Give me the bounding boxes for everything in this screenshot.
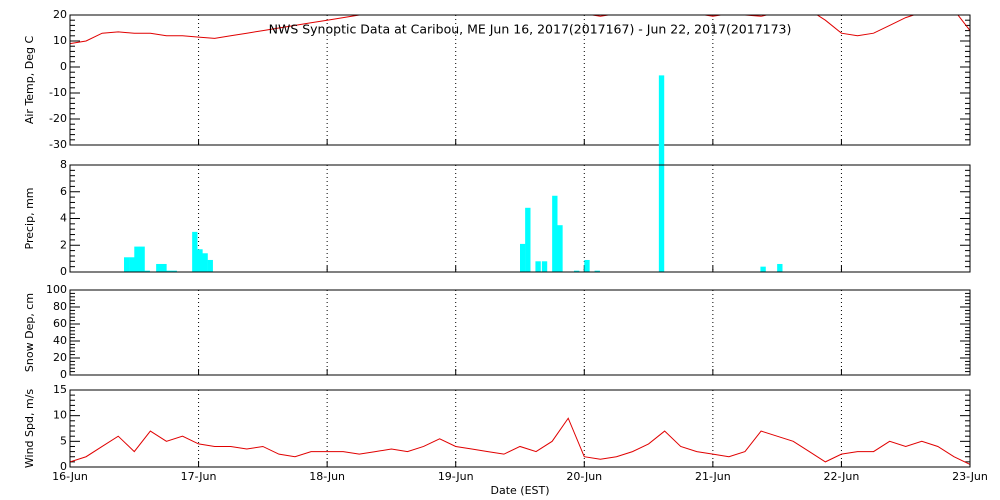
y-tick-label: 8 bbox=[60, 158, 67, 171]
bar bbox=[171, 270, 177, 272]
x-tick-label: 21-Jun bbox=[695, 470, 731, 483]
x-tick-label: 19-Jun bbox=[438, 470, 474, 483]
bar bbox=[584, 259, 590, 272]
bar bbox=[202, 253, 208, 272]
y-axis-label: Air Temp, Deg C bbox=[23, 36, 36, 125]
y-tick-label: 60 bbox=[53, 317, 67, 330]
plot-frame bbox=[69, 14, 971, 146]
y-tick-label: -10 bbox=[49, 86, 67, 99]
y-tick-label: 15 bbox=[53, 383, 67, 396]
bar bbox=[574, 270, 580, 272]
bar bbox=[144, 270, 150, 272]
bar bbox=[124, 257, 130, 272]
y-tick-label: 5 bbox=[60, 434, 67, 447]
y-tick-label: 10 bbox=[53, 409, 67, 422]
y-tick-label: 4 bbox=[60, 212, 67, 225]
x-tick-label: 23-Jun bbox=[952, 470, 988, 483]
bar bbox=[129, 257, 135, 272]
plot-frame bbox=[69, 389, 971, 468]
y-axis-label: Wind Spd, m/s bbox=[23, 389, 36, 469]
bar bbox=[541, 261, 548, 272]
bar bbox=[520, 243, 526, 272]
y-tick-label: 80 bbox=[53, 300, 67, 313]
y-tick-label: 0 bbox=[60, 368, 67, 381]
y-tick-label: 100 bbox=[46, 283, 67, 296]
bar bbox=[557, 225, 563, 272]
y-tick-label: 20 bbox=[53, 351, 67, 364]
bar bbox=[156, 263, 162, 272]
bar bbox=[166, 270, 172, 272]
y-tick-label: 0 bbox=[60, 60, 67, 73]
y-axis-label: Snow Dep, cm bbox=[23, 293, 36, 372]
plot-frame bbox=[69, 289, 971, 376]
bar bbox=[192, 231, 198, 272]
bar bbox=[525, 207, 531, 272]
y-tick-label: 6 bbox=[60, 185, 67, 198]
y-tick-label: 10 bbox=[53, 34, 67, 47]
x-tick-label: 17-Jun bbox=[181, 470, 217, 483]
bar bbox=[658, 75, 665, 272]
bar bbox=[552, 195, 558, 272]
y-tick-label: 0 bbox=[60, 460, 67, 473]
chart-title: NWS Synoptic Data at Caribou, ME Jun 16,… bbox=[269, 22, 792, 37]
y-tick-label: -20 bbox=[49, 112, 67, 125]
x-tick-label: 18-Jun bbox=[309, 470, 345, 483]
bar bbox=[139, 246, 145, 272]
bar bbox=[777, 263, 783, 272]
x-tick-label: 22-Jun bbox=[824, 470, 860, 483]
x-tick-label: 20-Jun bbox=[566, 470, 602, 483]
data-line bbox=[70, 417, 970, 465]
y-tick-label: -30 bbox=[49, 138, 67, 151]
data-line bbox=[70, 15, 970, 45]
x-axis-label: Date (EST) bbox=[490, 484, 549, 497]
bar bbox=[760, 266, 766, 272]
bar bbox=[207, 259, 213, 272]
y-tick-label: 40 bbox=[53, 334, 67, 347]
plot-frame bbox=[69, 164, 971, 273]
y-tick-label: 20 bbox=[53, 8, 67, 21]
x-tick-label: 16-Jun bbox=[52, 470, 88, 483]
y-tick-label: 2 bbox=[60, 238, 67, 251]
y-axis-label: Precip, mm bbox=[23, 188, 36, 250]
bar bbox=[197, 249, 203, 272]
bar bbox=[535, 261, 541, 272]
bar bbox=[134, 246, 140, 272]
y-tick-label: 0 bbox=[60, 265, 67, 278]
bar bbox=[594, 270, 600, 272]
bar bbox=[161, 263, 167, 272]
